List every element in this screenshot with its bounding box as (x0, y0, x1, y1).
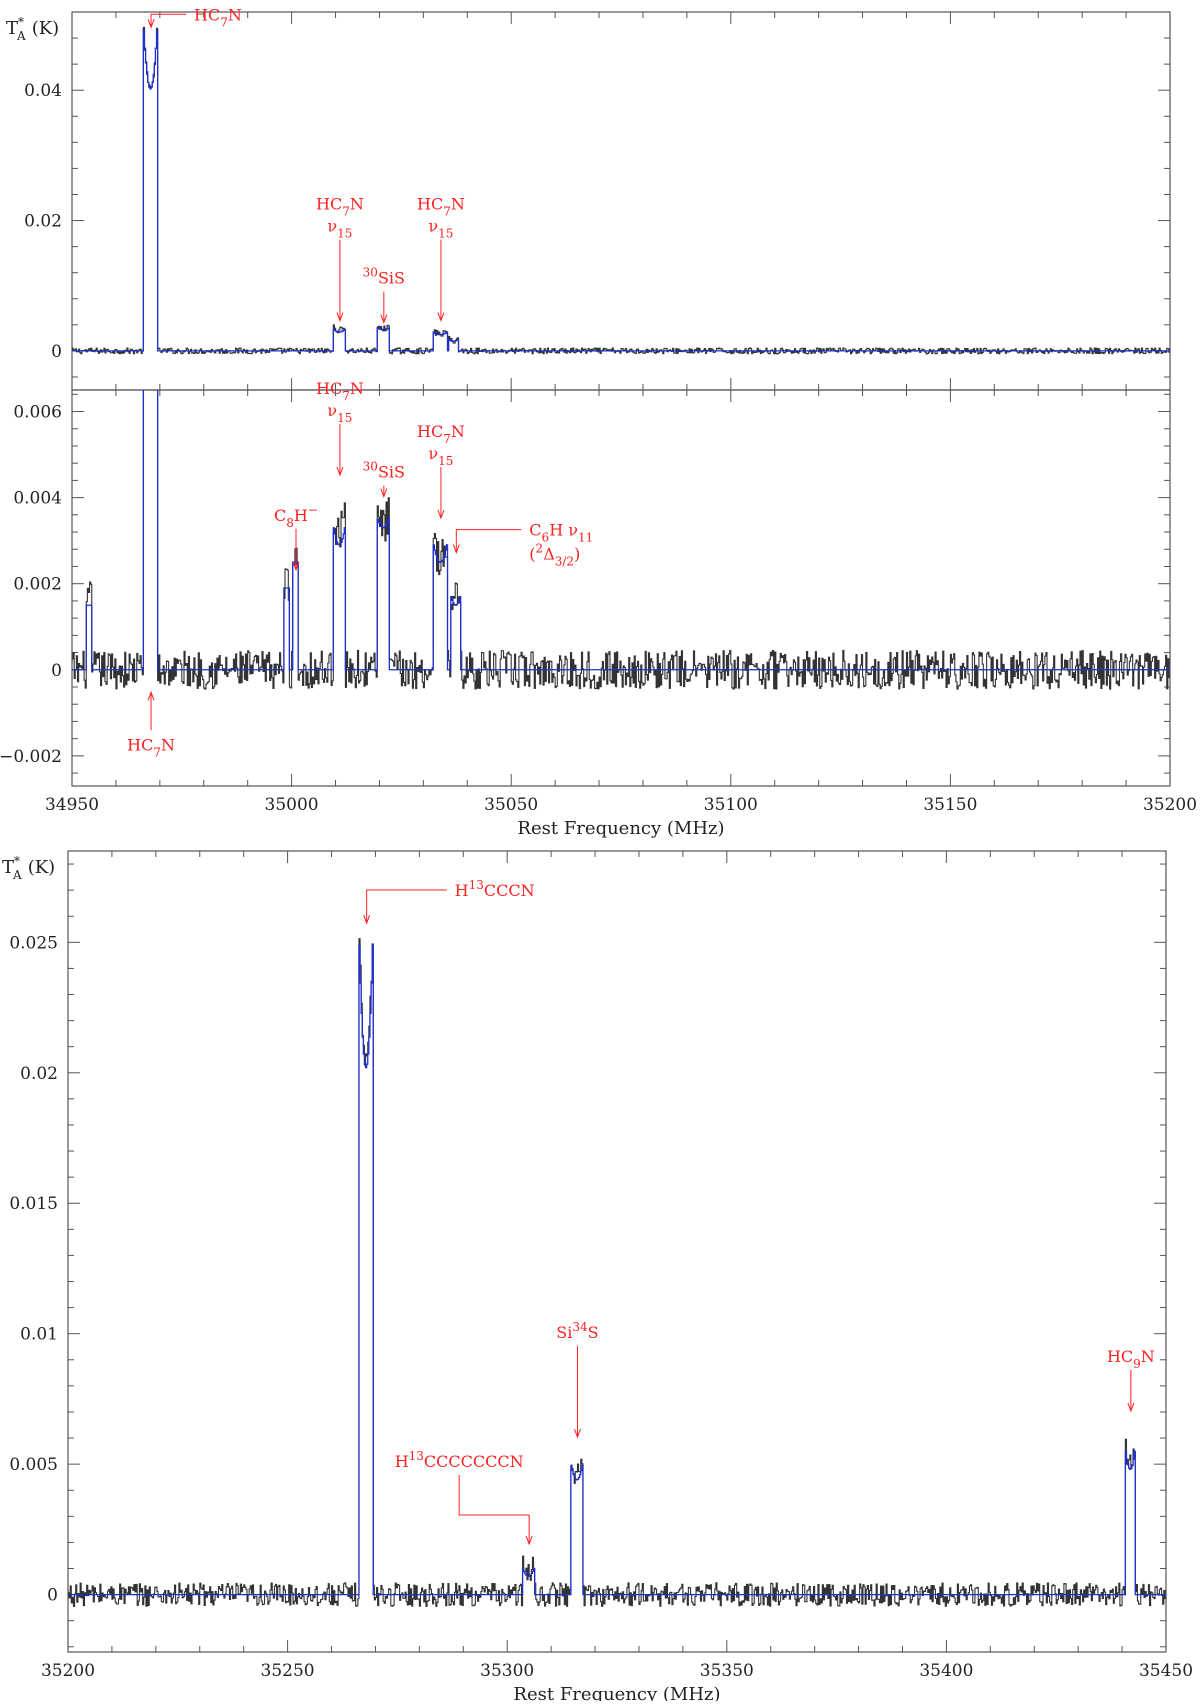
annotation-si34s: Si34S (556, 1320, 599, 1439)
annotation-hc7n: HC7N (127, 690, 175, 759)
x-tick-label: 35300 (480, 1661, 534, 1681)
y-tick-label: 0.02 (20, 1064, 58, 1084)
svg-text:HC7N: HC7N (127, 735, 175, 759)
y-tick-label: 0 (51, 342, 62, 362)
panel3-group: 0 0.005 0.01 0.015 0.02 0.025 35200 35250 35300 3… (2, 850, 1193, 1705)
x-tick-label: 35200 (1143, 795, 1197, 815)
panel1-frame (71, 11, 1171, 391)
y-tick-label: 0.04 (24, 81, 62, 101)
svg-text:HC7N: HC7N (194, 5, 242, 29)
y-tick-label: 0.025 (9, 933, 58, 953)
y-tick-label: 0 (47, 1586, 58, 1606)
svg-text:HC9N: HC9N (1107, 1347, 1155, 1371)
x-tick-label: 35450 (1139, 1661, 1193, 1681)
svg-text:C8H−: C8H− (274, 503, 318, 530)
y-axis-title: T* A (K) (6, 15, 59, 43)
panel3-observed-spectrum (68, 938, 1166, 1607)
annotation-c6h-11-2-3-2-: C6H ν11(2Δ3/2) (452, 521, 593, 569)
panel3-frame (67, 850, 1167, 1653)
annotation-hc7n: HC7N (147, 5, 242, 29)
svg-text:30SiS: 30SiS (363, 460, 405, 482)
x-tick-label: 35150 (923, 795, 977, 815)
annotation-h13cccccccn: H13CCCCCCCN (395, 1449, 533, 1546)
x-axis-title: Rest Frequency (MHz) (517, 818, 724, 839)
svg-text:HC7N: HC7N (316, 195, 364, 219)
panel2-model-spectrum (72, 390, 1170, 671)
y-tick-label: 0 (51, 661, 62, 681)
svg-text:HC7N: HC7N (316, 379, 364, 403)
y-tick-label: 0.002 (13, 575, 62, 595)
x-tick-label: 35250 (261, 1661, 315, 1681)
panel1-model-spectrum (72, 29, 1170, 352)
x-axis-title: Rest Frequency (MHz) (513, 1684, 720, 1701)
panel2-frame (71, 389, 1171, 787)
x-tick-label: 35400 (919, 1661, 973, 1681)
annotation-c8h-: C8H− (274, 503, 318, 572)
y-tick-label: 0.015 (9, 1194, 58, 1214)
x-tick-label: 35350 (700, 1661, 754, 1681)
x-tick-label: 35200 (41, 1661, 95, 1681)
svg-text:ν15: ν15 (327, 401, 352, 425)
y-axis-title: T* A (K) (2, 854, 55, 882)
annotation-30sis: 30SiS (363, 266, 405, 324)
svg-text:ν15: ν15 (327, 217, 352, 241)
svg-text:Si34S: Si34S (556, 1320, 598, 1342)
panel1-observed-spectrum (72, 26, 1170, 355)
x-tick-label: 35050 (484, 795, 538, 815)
svg-text:H13CCCCCCCN: H13CCCCCCCN (395, 1449, 524, 1471)
y-tick-label: 0.02 (24, 212, 62, 232)
annotation-30sis: 30SiS (363, 460, 405, 499)
svg-text:HC7N: HC7N (417, 195, 465, 219)
y-tick-label: 0.01 (20, 1325, 58, 1345)
y-tick-label: 0.006 (13, 403, 62, 423)
panel3-model-spectrum (68, 945, 1166, 1596)
svg-text:(2Δ3/2): (2Δ3/2) (529, 542, 580, 569)
svg-text:HC7N: HC7N (417, 422, 465, 446)
svg-text:30SiS: 30SiS (363, 266, 405, 288)
y-tick-label: −0.002 (0, 747, 62, 767)
svg-text:ν15: ν15 (428, 217, 453, 241)
panel2-observed-spectrum (72, 390, 1170, 690)
x-tick-label: 34950 (45, 795, 99, 815)
y-tick-label: 0.005 (9, 1455, 58, 1475)
annotation-h13cccn: H13CCCN (363, 878, 535, 925)
svg-text:H13CCCN: H13CCCN (455, 878, 535, 900)
y-tick-label: 0.004 (13, 489, 62, 509)
svg-text:ν15: ν15 (428, 444, 453, 468)
svg-text:C6H ν11: C6H ν11 (529, 521, 593, 545)
x-tick-label: 35100 (704, 795, 758, 815)
panel2-group: −0.002 0 0.002 0.004 0.006 34950 35000 35050 351… (0, 379, 1197, 839)
annotation-hc9n: HC9N (1107, 1347, 1155, 1413)
x-tick-label: 35000 (265, 795, 319, 815)
